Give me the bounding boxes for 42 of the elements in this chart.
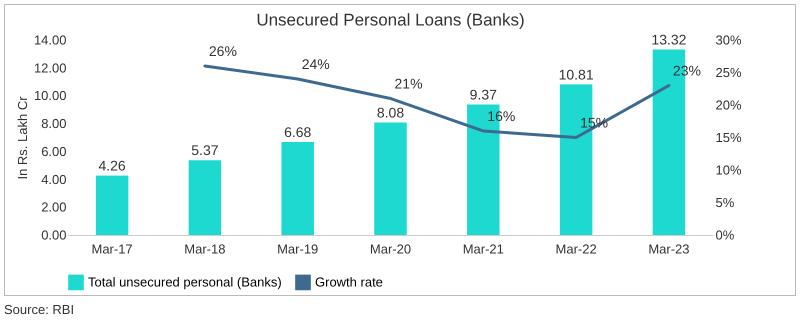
y2-tick-label: 15% — [716, 130, 742, 145]
x-tick-label: Mar-19 — [277, 242, 318, 256]
y-tick-label: 14.00 — [34, 32, 66, 48]
y2-tick-label: 20% — [716, 98, 742, 112]
x-tick-label: Mar-23 — [648, 242, 690, 256]
y-tick-label: 12.00 — [34, 60, 66, 76]
y2-tick-label: 30% — [716, 32, 742, 48]
x-tick-label: Mar-21 — [462, 242, 504, 256]
bar — [374, 122, 407, 235]
x-tick-label: Mar-22 — [556, 242, 597, 256]
y2-tick-label: 5% — [716, 195, 735, 210]
x-tick-label: Mar-17 — [91, 242, 133, 256]
data-label: 5.37 — [191, 142, 219, 158]
data-label: 26% — [208, 43, 237, 59]
source-note: Source: RBI — [4, 302, 74, 317]
y-tick-label: 6.00 — [41, 144, 66, 159]
y-tick-label: 10.00 — [34, 88, 66, 104]
data-label: 10.81 — [558, 66, 594, 82]
data-label: 6.68 — [284, 124, 312, 140]
y-tick-label: 4.00 — [41, 172, 66, 187]
y2-tick-label: 25% — [716, 65, 742, 80]
x-tick-label: Mar-20 — [370, 242, 412, 256]
y-axis-title: In Rs. Lakh Cr — [14, 96, 30, 180]
bar — [281, 142, 314, 235]
data-label: 21% — [394, 76, 423, 92]
legend-label: Growth rate — [315, 274, 383, 290]
bar — [96, 176, 128, 235]
data-label: 9.37 — [470, 86, 498, 102]
y2-tick-label: 0% — [716, 228, 735, 242]
data-label: 24% — [302, 56, 330, 72]
chart-title: Unsecured Personal Loans (Banks) — [256, 10, 525, 30]
x-tick-label: Mar-18 — [184, 242, 226, 256]
data-label: 8.08 — [376, 104, 404, 120]
data-label: 13.32 — [651, 31, 687, 48]
y-tick-label: 2.00 — [41, 200, 66, 215]
y-tick-label: 0.00 — [41, 228, 66, 242]
y-tick-label: 8.00 — [41, 116, 66, 132]
data-label: 4.26 — [98, 158, 126, 174]
data-label: 15% — [580, 114, 608, 130]
y2-tick-label: 10% — [716, 162, 742, 178]
legend-label: Total unsecured personal (Banks) — [88, 274, 282, 290]
bar — [188, 160, 222, 235]
